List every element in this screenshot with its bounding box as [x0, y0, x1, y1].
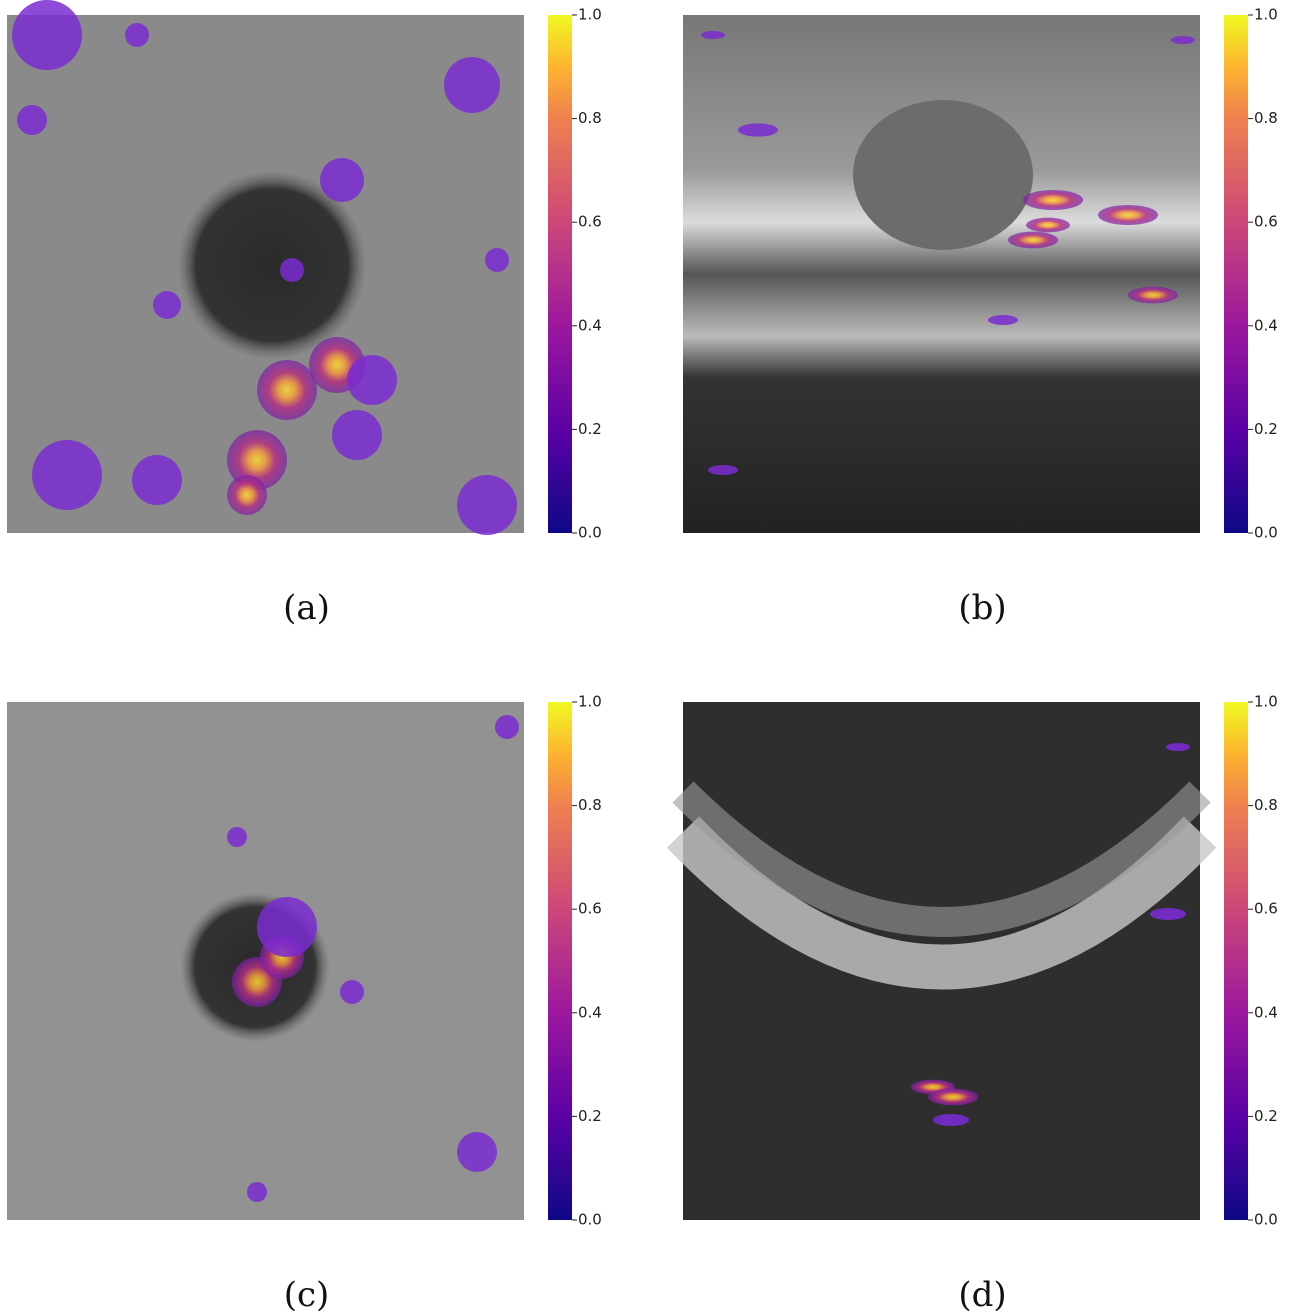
tick-label: 0.6	[1254, 900, 1278, 918]
heat-blob	[1023, 190, 1083, 210]
figure: 0.0 0.2 0.4 0.6 0.8 1.0 (a) 0.0 0.2 0.4 0.6 0.8 1.0 (…	[0, 0, 1298, 1316]
heat-blob	[1026, 218, 1070, 233]
tick-label: 0.4	[1254, 1003, 1278, 1021]
tick-label: 0.2	[578, 420, 602, 438]
heat-blob	[1171, 36, 1195, 44]
heat-blob	[17, 105, 47, 135]
heat-blob	[1150, 908, 1186, 920]
heat-blob	[444, 57, 500, 113]
panel: 0.0 0.2 0.4 0.6 0.8 1.0 (d)	[683, 693, 1278, 1316]
tick-label: 0.0	[578, 524, 602, 542]
image	[683, 15, 1200, 533]
heat-blob	[457, 475, 517, 535]
heat-blob	[701, 31, 725, 39]
fovea	[853, 100, 1033, 250]
caption: (b)	[958, 588, 1006, 628]
tick-label: 0.8	[578, 109, 602, 127]
heat-blob	[708, 465, 738, 475]
heat-blob	[457, 1132, 497, 1172]
tick-label: 0.2	[1254, 420, 1278, 438]
colorbar	[548, 702, 572, 1220]
colorbar	[1224, 702, 1248, 1220]
heat-blob	[132, 455, 182, 505]
tick-label: 0.0	[1254, 1211, 1278, 1229]
heat-blob	[485, 248, 509, 272]
heat-blob	[320, 158, 364, 202]
image	[683, 702, 1200, 1220]
heat-blob	[738, 123, 778, 136]
heat-blob	[1166, 743, 1190, 751]
heat-blob	[32, 440, 102, 510]
oct-scan	[683, 15, 1200, 533]
panel: 0.0 0.2 0.4 0.6 0.8 1.0 (b)	[683, 6, 1278, 629]
tick-label: 1.0	[578, 6, 602, 24]
tick-label: 1.0	[1254, 693, 1278, 711]
heat-blob	[988, 315, 1018, 325]
tick-label: 0.0	[578, 1211, 602, 1229]
image	[7, 702, 524, 1220]
heat-blob	[227, 827, 247, 847]
heat-blob	[227, 475, 267, 515]
tick-label: 0.4	[578, 316, 602, 334]
heat-blob	[257, 360, 317, 420]
heat-blob	[1098, 205, 1158, 225]
tick-label: 0.8	[1254, 109, 1278, 127]
heat-blob	[153, 291, 181, 319]
tick-label: 0.6	[578, 900, 602, 918]
heat-blob	[928, 1089, 978, 1106]
heat-blob	[332, 410, 382, 460]
colorbar	[1224, 15, 1248, 533]
heat-blob	[12, 0, 82, 70]
caption: (c)	[284, 1275, 330, 1315]
heat-blob	[125, 23, 149, 47]
heat-blob	[247, 1182, 267, 1202]
tick-label: 0.2	[578, 1107, 602, 1125]
panel: 0.0 0.2 0.4 0.6 0.8 1.0 (a)	[7, 0, 602, 628]
heat-blob	[257, 897, 317, 957]
tick-label: 0.2	[1254, 1107, 1278, 1125]
tick-label: 0.8	[1254, 796, 1278, 814]
tick-label: 0.6	[1254, 213, 1278, 231]
page: {"panels": [ {"caption": "(a)", "colorba…	[0, 0, 1298, 1316]
tick-label: 0.8	[578, 796, 602, 814]
heat-blob	[1008, 232, 1058, 249]
panel: 0.0 0.2 0.4 0.6 0.8 1.0 (c)	[7, 693, 602, 1316]
tick-label: 0.4	[578, 1003, 602, 1021]
heat-blob	[347, 355, 397, 405]
heat-blob	[495, 715, 519, 739]
image	[7, 0, 524, 535]
heat-blob	[280, 258, 304, 282]
colorbar	[548, 15, 572, 533]
tick-label: 1.0	[578, 693, 602, 711]
tick-label: 0.4	[1254, 316, 1278, 334]
panels: 0.0 0.2 0.4 0.6 0.8 1.0 (a) 0.0 0.2 0.4 0.6 0.8 1.0 (…	[7, 0, 1278, 1315]
tick-label: 0.0	[1254, 524, 1278, 542]
heat-blob	[1128, 287, 1178, 304]
heat-blob	[340, 980, 364, 1004]
tick-label: 1.0	[1254, 6, 1278, 24]
tick-label: 0.6	[578, 213, 602, 231]
caption: (d)	[958, 1275, 1006, 1315]
heat-blob	[933, 1114, 969, 1126]
caption: (a)	[283, 588, 330, 628]
